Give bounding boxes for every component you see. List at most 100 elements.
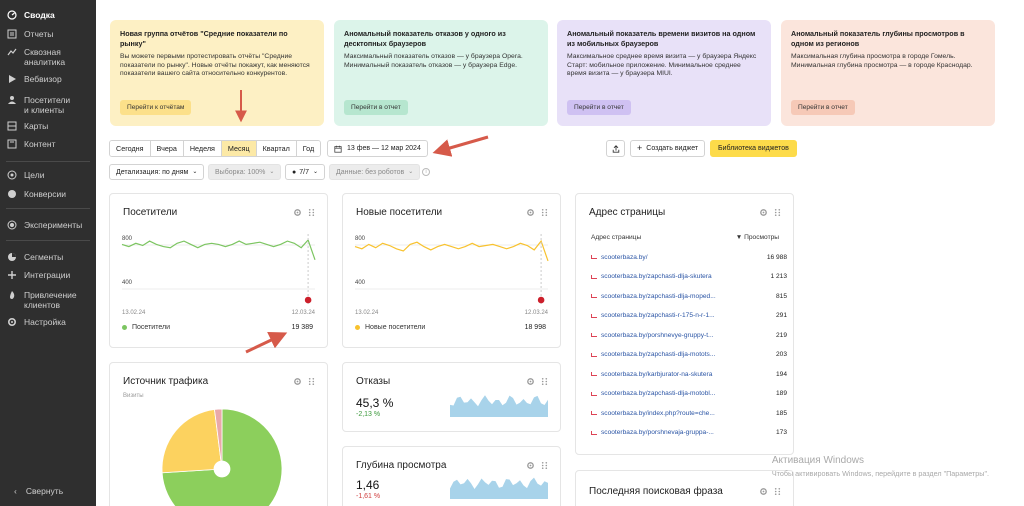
- period-tab[interactable]: Вчера: [150, 141, 184, 156]
- sidebar-item-12[interactable]: Интеграции: [0, 270, 96, 280]
- period-tab[interactable]: Неделя: [183, 141, 222, 156]
- drag-handle-icon[interactable]: [773, 208, 782, 217]
- pie-slice[interactable]: [161, 409, 222, 474]
- page-url-link[interactable]: scooterbaza.by/zapchasti-dlja-motobl...: [591, 390, 715, 397]
- table-row[interactable]: scooterbaza.by/zapchasti-dlja-skutera 1 2…: [591, 271, 787, 283]
- table-row[interactable]: scooterbaza.by/index.php?route=che... 185: [591, 407, 787, 419]
- table-row[interactable]: scooterbaza.by/zapchasti-dlja-motots... 2…: [591, 349, 787, 361]
- visitors-legend-label: Посетители: [132, 324, 170, 331]
- news-card-button[interactable]: Перейти в отчет: [567, 100, 631, 115]
- annotation-marker[interactable]: [304, 296, 312, 304]
- legend-dot: [355, 324, 360, 330]
- drag-handle-icon[interactable]: [307, 208, 316, 217]
- table-row[interactable]: scooterbaza.by/porshnevaja-gruppa-... 173: [591, 427, 787, 439]
- news-card-button[interactable]: Перейти в отчет: [791, 100, 855, 115]
- sidebar-item-label: Вебвизор: [24, 74, 62, 84]
- gear-icon[interactable]: [759, 208, 768, 217]
- bounce-widget: Отказы 45,3 % -2,13 %: [342, 362, 561, 432]
- table-row[interactable]: scooterbaza.by/16 988: [591, 251, 787, 263]
- segments-icon: [7, 252, 17, 262]
- sidebar-item-label: Цели: [24, 170, 45, 180]
- sidebar-item-3[interactable]: Сквозная аналитика: [0, 47, 96, 67]
- period-tabs: Сегодня Вчера Неделя Месяц Квартал Год: [109, 140, 322, 157]
- news-card-button[interactable]: Перейти в отчет: [344, 100, 408, 115]
- page-url-text: scooterbaza.by/zapchasti-dlja-motobl...: [601, 390, 716, 397]
- chart-mini-icon: [591, 313, 597, 318]
- data-select[interactable]: Данные: без роботов ⌄: [329, 164, 421, 180]
- page-url-link[interactable]: scooterbaza.by/karbjurator-na-skutera: [591, 371, 712, 378]
- visitors-title: Посетители: [123, 207, 178, 218]
- chevron-down-icon: ⌄: [192, 168, 198, 175]
- date-range-picker[interactable]: 13 фев — 12 мар 2024: [327, 140, 428, 157]
- table-row[interactable]: scooterbaza.by/zapchasti-r-175-n-r-1... 2…: [591, 310, 787, 322]
- period-tab[interactable]: Год: [296, 141, 321, 156]
- page-url-link[interactable]: scooterbaza.by/porshnevaja-gruppa-...: [591, 429, 714, 436]
- widget-library-button[interactable]: Библиотека виджетов: [710, 140, 797, 157]
- sidebar-item-7[interactable]: Контент: [0, 139, 96, 149]
- sidebar-item-label: Привлечение клиентов: [24, 290, 77, 310]
- chevron-down-icon: ⌄: [312, 168, 318, 175]
- search-phrase-widget: Последняя поисковая фраза: [575, 470, 794, 506]
- period-tab[interactable]: Квартал: [256, 141, 297, 156]
- page-url-link[interactable]: scooterbaza.by/porshnevye-gruppy-t...: [591, 332, 714, 339]
- page-url-link[interactable]: scooterbaza.by/index.php?route=che...: [591, 410, 715, 417]
- gear-icon[interactable]: [293, 377, 302, 386]
- chart-mini-icon: [591, 352, 597, 357]
- chart-mini-icon: [591, 430, 597, 435]
- info-icon[interactable]: i: [422, 168, 430, 176]
- news-card-button[interactable]: Перейти к отчётам: [120, 100, 192, 115]
- sidebar-item-1[interactable]: Сводка: [0, 10, 96, 20]
- gear-icon[interactable]: [759, 487, 768, 496]
- y-tick-label: 400: [122, 280, 133, 286]
- drag-handle-icon[interactable]: [540, 377, 549, 386]
- sidebar-item-4[interactable]: Вебвизор: [0, 74, 96, 84]
- create-widget-button[interactable]: + Создать виджет: [630, 140, 706, 157]
- page-url-link[interactable]: scooterbaza.by/zapchasti-dlja-skutera: [591, 273, 712, 280]
- drag-handle-icon[interactable]: [540, 208, 549, 217]
- gear-icon[interactable]: [526, 208, 535, 217]
- period-tab[interactable]: Месяц: [221, 141, 257, 156]
- series-line[interactable]: [354, 239, 549, 262]
- page-url-text: scooterbaza.by/zapchasti-dlja-motots...: [601, 351, 716, 358]
- gear-icon[interactable]: [526, 461, 535, 470]
- sidebar-item-9[interactable]: Конверсии: [0, 189, 96, 199]
- visitors-chart[interactable]: 800 400 13.02.24 12.03.24: [110, 224, 329, 316]
- export-button[interactable]: [606, 140, 625, 157]
- drag-handle-icon[interactable]: [540, 461, 549, 470]
- drag-handle-icon[interactable]: [307, 377, 316, 386]
- page-url-link[interactable]: scooterbaza.by/zapchasti-r-175-n-r-1...: [591, 312, 715, 319]
- page-url-link[interactable]: scooterbaza.by/zapchasti-dlja-motots...: [591, 351, 715, 358]
- new-visitors-chart[interactable]: 800 400 13.02.24 12.03.24: [343, 224, 562, 316]
- search-phrase-title: Последняя поисковая фраза: [589, 486, 723, 497]
- counter-select[interactable]: ● 7/7 ⌄: [285, 164, 325, 180]
- table-row[interactable]: scooterbaza.by/porshnevye-gruppy-t... 219: [591, 329, 787, 341]
- sidebar-item-6[interactable]: Карты: [0, 121, 96, 131]
- col-views-header[interactable]: ▼ Просмотры: [735, 234, 779, 241]
- traffic-pie-chart[interactable]: [110, 403, 329, 506]
- table-row[interactable]: scooterbaza.by/karbjurator-na-skutera 194: [591, 368, 787, 380]
- page-url-link[interactable]: scooterbaza.by/zapchasti-dlja-moped...: [591, 293, 716, 300]
- sidebar-item-2[interactable]: Отчеты: [0, 29, 96, 39]
- y-tick-label: 800: [122, 236, 133, 242]
- pie-slice[interactable]: [214, 408, 223, 462]
- sample-select[interactable]: Выборка: 100% ⌄: [208, 164, 282, 180]
- sidebar-item-10[interactable]: Эксперименты: [0, 220, 96, 230]
- table-row[interactable]: scooterbaza.by/zapchasti-dlja-motobl... 1…: [591, 388, 787, 400]
- page-url-link[interactable]: scooterbaza.by/: [591, 254, 648, 261]
- drag-handle-icon[interactable]: [773, 487, 782, 496]
- collapse-sidebar-button[interactable]: ‹ Свернуть: [14, 486, 63, 496]
- table-row[interactable]: scooterbaza.by/zapchasti-dlja-moped... 81…: [591, 290, 787, 302]
- annotation-marker[interactable]: [537, 296, 545, 304]
- period-tab[interactable]: Сегодня: [110, 141, 151, 156]
- sidebar-item-13[interactable]: Привлечение клиентов: [0, 290, 96, 310]
- sidebar-item-label: Конверсии: [24, 189, 66, 199]
- widget-library-label: Библиотека виджетов: [718, 145, 789, 152]
- gear-icon[interactable]: [293, 208, 302, 217]
- sidebar-item-5[interactable]: Посетители и клиенты: [0, 95, 96, 115]
- detail-select[interactable]: Детализация: по дням ⌄: [109, 164, 205, 180]
- sidebar-item-8[interactable]: Цели: [0, 170, 96, 180]
- sidebar-item-11[interactable]: Сегменты: [0, 252, 96, 262]
- gear-icon[interactable]: [526, 377, 535, 386]
- sidebar-item-14[interactable]: Настройка: [0, 317, 96, 327]
- series-line[interactable]: [121, 238, 316, 260]
